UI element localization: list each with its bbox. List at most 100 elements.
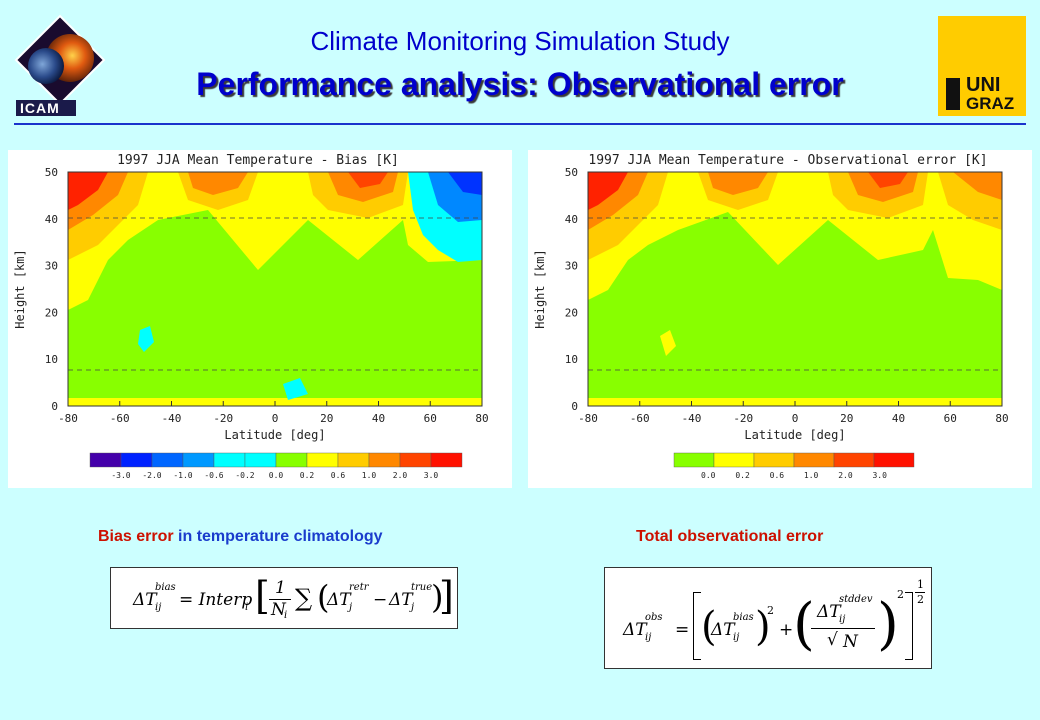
page-title: Climate Monitoring Simulation Study (310, 26, 730, 56)
obs-error-legend-swatch (753, 452, 795, 468)
bias-eq-term1-sub: j (349, 602, 353, 613)
bias-legend-label: 2.0 (393, 471, 408, 480)
bias-y-tick-label: 30 (45, 260, 58, 273)
bracket-open: [ (255, 574, 270, 618)
paren1-close: ) (755, 604, 771, 650)
obs-error-x-tick-label: 60 (944, 412, 957, 425)
bias-eq-frac-den: N (271, 600, 286, 620)
bias-eq-term1: ΔT (327, 590, 351, 610)
paren2-open: ( (793, 592, 815, 657)
bias-legend-label: 1.0 (362, 471, 377, 480)
obs-error-y-tick-label: 30 (565, 260, 578, 273)
icam-logo-text: ICAM (20, 100, 60, 116)
bias-legend-swatch (213, 452, 246, 468)
bias-x-tick-label: -60 (110, 412, 130, 425)
bias-x-tick-label: 40 (372, 412, 385, 425)
bias-legend-swatch (275, 452, 308, 468)
obs-error-plot-title: 1997 JJA Mean Temperature - Observationa… (588, 153, 987, 168)
bias-eq-term2: ΔT (389, 590, 413, 610)
obs-error-plot-panel: 1997 JJA Mean Temperature - Observationa… (528, 150, 1032, 488)
uni-graz-logo-line2: GRAZ (966, 94, 1015, 113)
obs-eq-sq2: 2 (897, 588, 904, 601)
bias-legend-label: -0.2 (235, 471, 254, 480)
obs-equation-box: ΔT obs ij = ( ΔT bias ij ) 2 + ( ΔT stdd… (604, 567, 932, 669)
header-divider (14, 123, 1026, 125)
obs-error-legend-swatch (673, 452, 715, 468)
obs-error-legend-label: 0.6 (770, 471, 785, 480)
bias-legend-label: 0.2 (300, 471, 315, 480)
bias-x-axis-label: Latitude [deg] (224, 428, 325, 442)
bias-y-axis-label: Height [km] (13, 249, 27, 328)
bias-legend-label: -3.0 (111, 471, 130, 480)
bias-legend-swatch (430, 452, 463, 468)
obs-error-legend-swatch (793, 452, 835, 468)
obs-eq-t2-sup: stddev (839, 594, 873, 605)
paren-close: ) (431, 578, 444, 616)
bias-legend-swatch (182, 452, 215, 468)
obs-error-caption: Total observational error (636, 528, 824, 545)
obs-eq-t1: ΔT (711, 620, 735, 640)
uni-graz-logo-line1: UNI (966, 74, 1001, 96)
obs-eq-n: N (843, 632, 858, 652)
bias-eq-term1-sup: retr (349, 582, 369, 593)
obs-eq-plus: + (779, 620, 794, 640)
bracket-close: ] (439, 574, 454, 618)
bias-eq-lhs-sup: bias (155, 582, 176, 593)
obs-error-legend-swatch (833, 452, 875, 468)
obs-error-y-tick-label: 40 (565, 213, 578, 226)
bias-caption-highlight: Bias error (98, 528, 174, 545)
obs-error-legend-label: 2.0 (838, 471, 853, 480)
bias-contour-plot: 1997 JJA Mean Temperature - Bias [K] (13, 153, 489, 480)
bias-eq-term2-sup: true (411, 582, 433, 593)
bias-legend-swatch (399, 452, 432, 468)
bias-x-tick-label: 0 (272, 412, 279, 425)
bias-legend-swatch (337, 452, 370, 468)
bias-eq-interp: = Interp (179, 590, 253, 610)
bias-legend-label: -0.6 (204, 471, 223, 480)
obs-error-y-tick-label: 0 (571, 400, 578, 413)
bias-legend-label: 0.6 (331, 471, 346, 480)
obs-eq-lhs-sub: ij (645, 632, 652, 643)
bias-y-tick-label: 0 (51, 400, 58, 413)
obs-error-x-tick-label: 80 (995, 412, 1008, 425)
obs-error-legend-label: 0.0 (701, 471, 716, 480)
bias-legend-swatch (120, 452, 153, 468)
obs-error-legend-label: 3.0 (872, 471, 887, 480)
obs-error-x-tick-label: 0 (792, 412, 799, 425)
bias-eq-lhs: ΔT (133, 590, 157, 610)
bracket-left (693, 592, 701, 660)
pow-line (915, 592, 925, 593)
bias-x-tick-label: 60 (424, 412, 437, 425)
bias-legend-swatch (306, 452, 339, 468)
obs-eq-equals: = (675, 620, 690, 640)
page-subtitle: Performance analysis: Observational erro… (196, 66, 844, 102)
logo-bar (946, 78, 960, 110)
obs-eq-pow-num: 1 (917, 578, 924, 591)
obs-eq-pow-den: 2 (917, 593, 924, 606)
globe-icon (14, 14, 106, 116)
bias-x-tick-label: 80 (475, 412, 488, 425)
frac-line (811, 628, 875, 629)
bias-eq-term2-sub: j (411, 602, 415, 613)
obs-error-legend-swatch (713, 452, 755, 468)
bias-eq-sum: ∑ (295, 584, 313, 612)
bias-equation-box: ΔT bias ij = Interp i [ 1 N i ∑ ( ΔT ret… (110, 567, 458, 629)
bias-caption-rest: in temperature climatology (173, 528, 383, 545)
bias-legend-swatch (89, 452, 122, 468)
obs-error-x-tick-label: -60 (630, 412, 650, 425)
obs-eq-sqrt: √ (827, 630, 838, 650)
bias-y-tick-label: 50 (45, 166, 58, 179)
bias-x-tick-label: -20 (213, 412, 233, 425)
uni-graz-logo: UNI GRAZ (938, 16, 1026, 116)
obs-error-y-tick-label: 50 (565, 166, 578, 179)
obs-error-legend-label: 1.0 (804, 471, 819, 480)
obs-error-x-tick-label: 40 (892, 412, 905, 425)
frac-line (269, 599, 291, 600)
paren2-close: ) (877, 592, 899, 657)
bias-eq-lhs-sub: ij (155, 602, 162, 613)
obs-error-y-axis-label: Height [km] (533, 249, 547, 328)
obs-error-x-tick-label: -80 (578, 412, 598, 425)
obs-error-y-tick-label: 20 (565, 306, 578, 319)
obs-error-legend-swatch (873, 452, 915, 468)
bias-equation: ΔT bias ij = Interp i [ 1 N i ∑ ( ΔT ret… (133, 574, 454, 622)
